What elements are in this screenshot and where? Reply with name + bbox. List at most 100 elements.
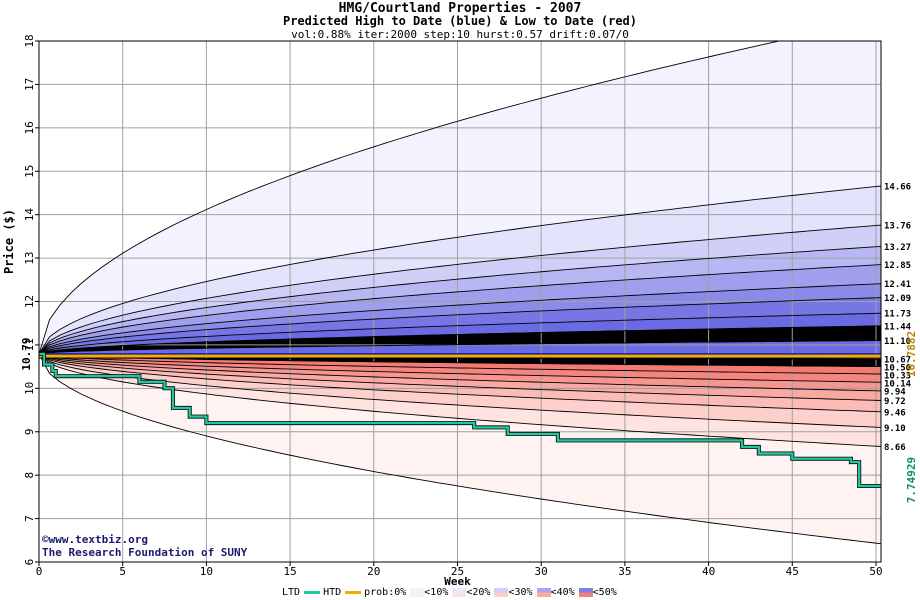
high-end-label-1: 13.76 [884, 222, 911, 232]
high-end-label-2: 13.27 [884, 243, 911, 253]
y-tick-label-11: 11 [23, 338, 36, 351]
high-end-label-3: 12.85 [884, 261, 911, 271]
quantile-line-18 [39, 353, 881, 368]
x-tick-label-45: 45 [786, 565, 799, 578]
high-end-label-7: 11.44 [884, 322, 912, 332]
low-band-3 [39, 354, 881, 412]
high-end-label-0: 14.66 [884, 183, 911, 193]
quantile-line-17 [39, 353, 881, 375]
legend-ltd-swatch [304, 591, 321, 594]
high-band-7 [39, 313, 881, 354]
credit-website: ©www.textbiz.org [42, 533, 148, 546]
x-tick-label-30: 30 [535, 565, 548, 578]
x-axis-label: Week [444, 575, 471, 588]
low-band-5 [39, 354, 881, 391]
legend-band-label-4: <50% [592, 587, 617, 598]
credit-block: ©www.textbiz.org The Research Foundation… [42, 533, 247, 559]
low-end-label-0: 10.67 [884, 356, 911, 366]
y-tick-label-13: 13 [23, 251, 36, 264]
y-tick-label-9: 9 [23, 428, 36, 435]
high-end-label-8: 11.10 [884, 337, 911, 347]
high-end-label-5: 12.09 [884, 294, 911, 304]
quantile-line-16 [39, 353, 881, 383]
quantile-line-7 [39, 312, 881, 355]
chart-title: HMG/Courtland Properties - 2007 [338, 1, 582, 16]
legend-ltd-label: LTD [282, 587, 301, 598]
high-band-3 [39, 246, 881, 354]
low-band-1 [39, 354, 881, 447]
y-tick-label-16: 16 [23, 121, 36, 134]
chart-header: HMG/Courtland Properties - 2007 Predicte… [0, 2, 920, 41]
y-tick-label-14: 14 [23, 208, 36, 222]
quantile-line-10 [39, 353, 881, 545]
quantile-line-1 [39, 185, 881, 355]
ltd-line [39, 352, 881, 488]
quantile-line-2 [39, 224, 881, 355]
x-tick-label-25: 25 [451, 565, 464, 578]
x-tick-label-40: 40 [702, 565, 715, 578]
low-end-label-7: 9.10 [884, 424, 906, 434]
high-band-8 [39, 325, 881, 354]
quantile-line-9 [39, 340, 881, 355]
low-band-7 [39, 354, 881, 374]
quantile-line-11 [39, 353, 881, 447]
low-end-label-1: 10.50 [884, 364, 911, 374]
low-end-label-3: 10.14 [884, 380, 912, 390]
legend-band-label-2: <30% [508, 587, 533, 598]
quantile-line-14 [39, 353, 881, 401]
legend-band-swatch-2 [494, 588, 509, 597]
y-tick-label-17: 17 [23, 78, 36, 91]
quantile-line-3 [39, 245, 881, 355]
credit-organization: The Research Foundation of SUNY [42, 546, 248, 559]
start-price-label: 10.79 [20, 337, 33, 370]
ltd-end-value-label: 7.74929 [905, 457, 918, 503]
high-band-6 [39, 297, 881, 354]
y-tick-label-18: 18 [23, 34, 36, 47]
high-band-2 [39, 225, 881, 354]
legend-band-swatch-0 [410, 588, 425, 597]
high-band-core [39, 340, 881, 354]
high-end-label-6: 11.73 [884, 310, 911, 320]
quantile-line-5 [39, 283, 881, 355]
high-band-1 [39, 186, 881, 354]
x-tick-label-0: 0 [36, 565, 43, 578]
axes: 0 5 10 15 20 25 30 35 40 45 50 6 7 8 9 10 11 12 13 14 15 16 17… [2, 34, 883, 588]
y-tick-label-8: 8 [23, 472, 36, 479]
y-tick-label-7: 7 [23, 515, 36, 522]
quantile-line-4 [39, 264, 881, 355]
legend-prob-label: prob:0% [364, 587, 407, 598]
quantile-line-12 [39, 353, 881, 428]
x-tick-label-15: 15 [283, 565, 296, 578]
low-end-label-8: 8.66 [884, 443, 906, 453]
x-tick-label-50: 50 [869, 565, 882, 578]
legend-band-label-0: <10% [424, 587, 449, 598]
x-tick-label-10: 10 [200, 565, 213, 578]
quantile-bands [39, 41, 881, 544]
low-end-label-4: 9.94 [884, 388, 906, 398]
quantile-line-8 [39, 325, 881, 355]
legend-band-label-3: <40% [550, 587, 575, 598]
legend-htd-label: HTD [323, 587, 342, 598]
y-tick-label-15: 15 [23, 165, 36, 178]
high-band-4 [39, 264, 881, 354]
x-tick-label-5: 5 [119, 565, 126, 578]
y-axis-label: Price ($) [2, 209, 16, 274]
low-end-label-2: 10.33 [884, 372, 911, 382]
end-value-labels: 14.66 13.76 13.27 12.85 12.41 12.09 11.73 11.44… [884, 183, 918, 504]
quantile-line-6 [39, 297, 881, 355]
x-tick-label-20: 20 [367, 565, 380, 578]
high-end-label-4: 12.41 [884, 280, 911, 290]
x-tick-label-35: 35 [618, 565, 631, 578]
grid-lines [39, 41, 881, 562]
chart-subtitle: Predicted High to Date (blue) & Low to D… [282, 14, 637, 28]
series-lines [39, 41, 881, 545]
quantile-line-15 [39, 353, 881, 392]
low-end-label-5: 9.72 [884, 397, 906, 407]
low-band-4 [39, 354, 881, 401]
high-band-0 [39, 41, 881, 354]
quantile-line-13 [39, 353, 881, 413]
legend-htd-swatch [345, 591, 362, 594]
y-tick-label-6: 6 [23, 559, 36, 566]
prob-end-value-label: 10.7882 [905, 331, 918, 377]
